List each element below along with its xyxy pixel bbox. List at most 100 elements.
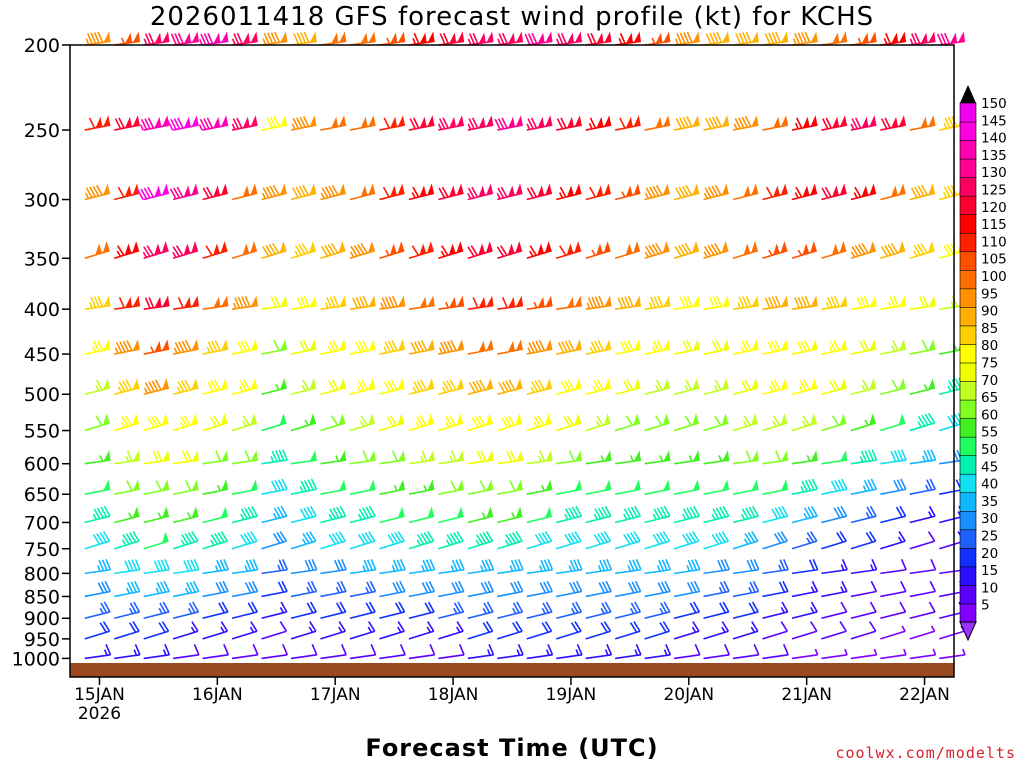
wind-barb <box>202 506 229 524</box>
wind-barb <box>850 449 878 465</box>
wind-barb <box>909 478 937 496</box>
wind-barb <box>379 378 405 396</box>
wind-barb <box>644 295 671 310</box>
wind-barb <box>703 580 730 598</box>
wind-barb <box>261 643 289 660</box>
wind-barb <box>320 601 347 620</box>
wind-barb <box>437 115 465 131</box>
wind-barb <box>615 450 641 465</box>
wind-barb <box>136 183 170 201</box>
wind-barb <box>732 643 760 660</box>
wind-barb <box>821 648 848 660</box>
wind-barb <box>791 505 818 524</box>
wind-barb <box>114 378 140 396</box>
wind-barb <box>379 295 406 310</box>
wind-barb <box>261 378 287 396</box>
wind-barb <box>438 506 464 524</box>
wind-barb <box>170 31 199 46</box>
colorbar-top-arrow <box>960 85 976 103</box>
wind-barb <box>408 295 435 310</box>
wind-barb <box>556 479 582 496</box>
wind-barb <box>850 558 878 575</box>
wind-barb <box>467 31 494 46</box>
wind-barb <box>673 558 701 575</box>
wind-barb <box>497 413 523 432</box>
wind-barb <box>880 449 907 465</box>
wind-barb <box>113 621 140 640</box>
x-tick-label: 17JAN <box>310 685 361 705</box>
wind-barb <box>880 115 907 131</box>
wind-barb <box>497 295 524 310</box>
wind-barb <box>467 479 494 496</box>
wind-barb <box>143 558 171 575</box>
wind-barb <box>231 295 258 310</box>
wind-barb <box>320 643 347 660</box>
wind-barb <box>614 505 642 524</box>
wind-barb <box>114 643 141 660</box>
wind-barb <box>821 621 847 640</box>
wind-barb <box>84 558 112 575</box>
wind-barb <box>909 241 935 260</box>
y-tick-label: 550 <box>24 421 60 443</box>
wind-barb <box>614 115 641 131</box>
wind-barb <box>349 115 376 131</box>
wind-barb <box>438 531 464 550</box>
wind-barb <box>231 505 258 524</box>
colorbar-label: 80 <box>981 338 998 354</box>
y-tick-label: 700 <box>24 512 60 534</box>
wind-barb <box>84 643 112 660</box>
wind-barb <box>202 621 229 640</box>
wind-barb <box>290 31 317 46</box>
wind-barb <box>880 241 906 260</box>
y-tick-label: 350 <box>24 248 60 270</box>
wind-barb <box>673 643 701 660</box>
wind-barb <box>379 621 405 640</box>
x-tick-label: 15JAN <box>74 685 125 705</box>
wind-barb <box>173 558 200 575</box>
colorbar-label: 15 <box>981 563 998 579</box>
wind-barb <box>526 450 553 465</box>
wind-barb <box>290 601 317 620</box>
wind-barb <box>467 241 493 260</box>
wind-barb <box>202 558 230 575</box>
wind-barb <box>791 601 818 620</box>
wind-barb <box>231 479 258 496</box>
wind-barb <box>467 558 495 575</box>
wind-barb <box>143 621 170 640</box>
y-tick-label: 750 <box>24 539 60 561</box>
wind-barb <box>114 339 140 355</box>
colorbar-swatch <box>959 250 977 271</box>
x-tick-sublabel: 2026 <box>78 704 121 724</box>
wind-barb <box>556 378 582 396</box>
wind-barb <box>202 295 229 310</box>
wind-barb <box>821 378 847 396</box>
y-tick-label: 650 <box>24 484 60 506</box>
y-axis: 200 250 300 350 400 450 500 550 600 650 700 7508008… <box>12 35 70 670</box>
wind-barb <box>114 558 141 575</box>
wind-barb <box>231 378 258 396</box>
wind-barb <box>349 558 377 575</box>
wind-barb <box>349 450 376 465</box>
wind-barb <box>290 580 318 598</box>
wind-barb <box>408 643 436 660</box>
wind-barb <box>438 479 465 496</box>
wind-barb <box>231 621 258 640</box>
wind-barb <box>379 183 405 201</box>
wind-barb <box>732 378 759 396</box>
wind-barb <box>703 621 730 640</box>
wind-barb <box>113 413 140 432</box>
wind-barb <box>84 183 111 201</box>
wind-barb <box>290 531 317 550</box>
wind-barb <box>585 531 612 550</box>
wind-barb <box>585 450 612 465</box>
colorbar-swatch <box>959 417 977 438</box>
wind-barb <box>349 479 376 496</box>
wind-barb <box>467 413 493 432</box>
wind-barb <box>762 450 789 465</box>
wind-barb <box>555 621 582 640</box>
wind-barb <box>703 295 730 310</box>
wind-barb <box>644 621 671 640</box>
wind-barb <box>84 31 111 46</box>
wind-barb <box>526 643 554 660</box>
